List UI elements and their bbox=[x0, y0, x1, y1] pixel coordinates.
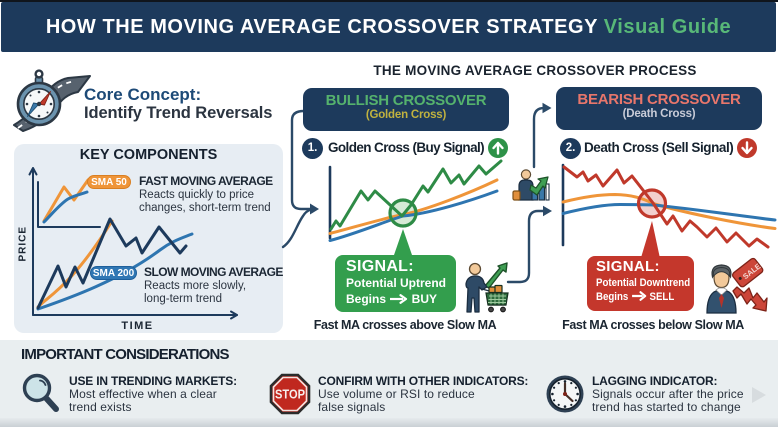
svg-text:STOP: STOP bbox=[275, 387, 305, 402]
